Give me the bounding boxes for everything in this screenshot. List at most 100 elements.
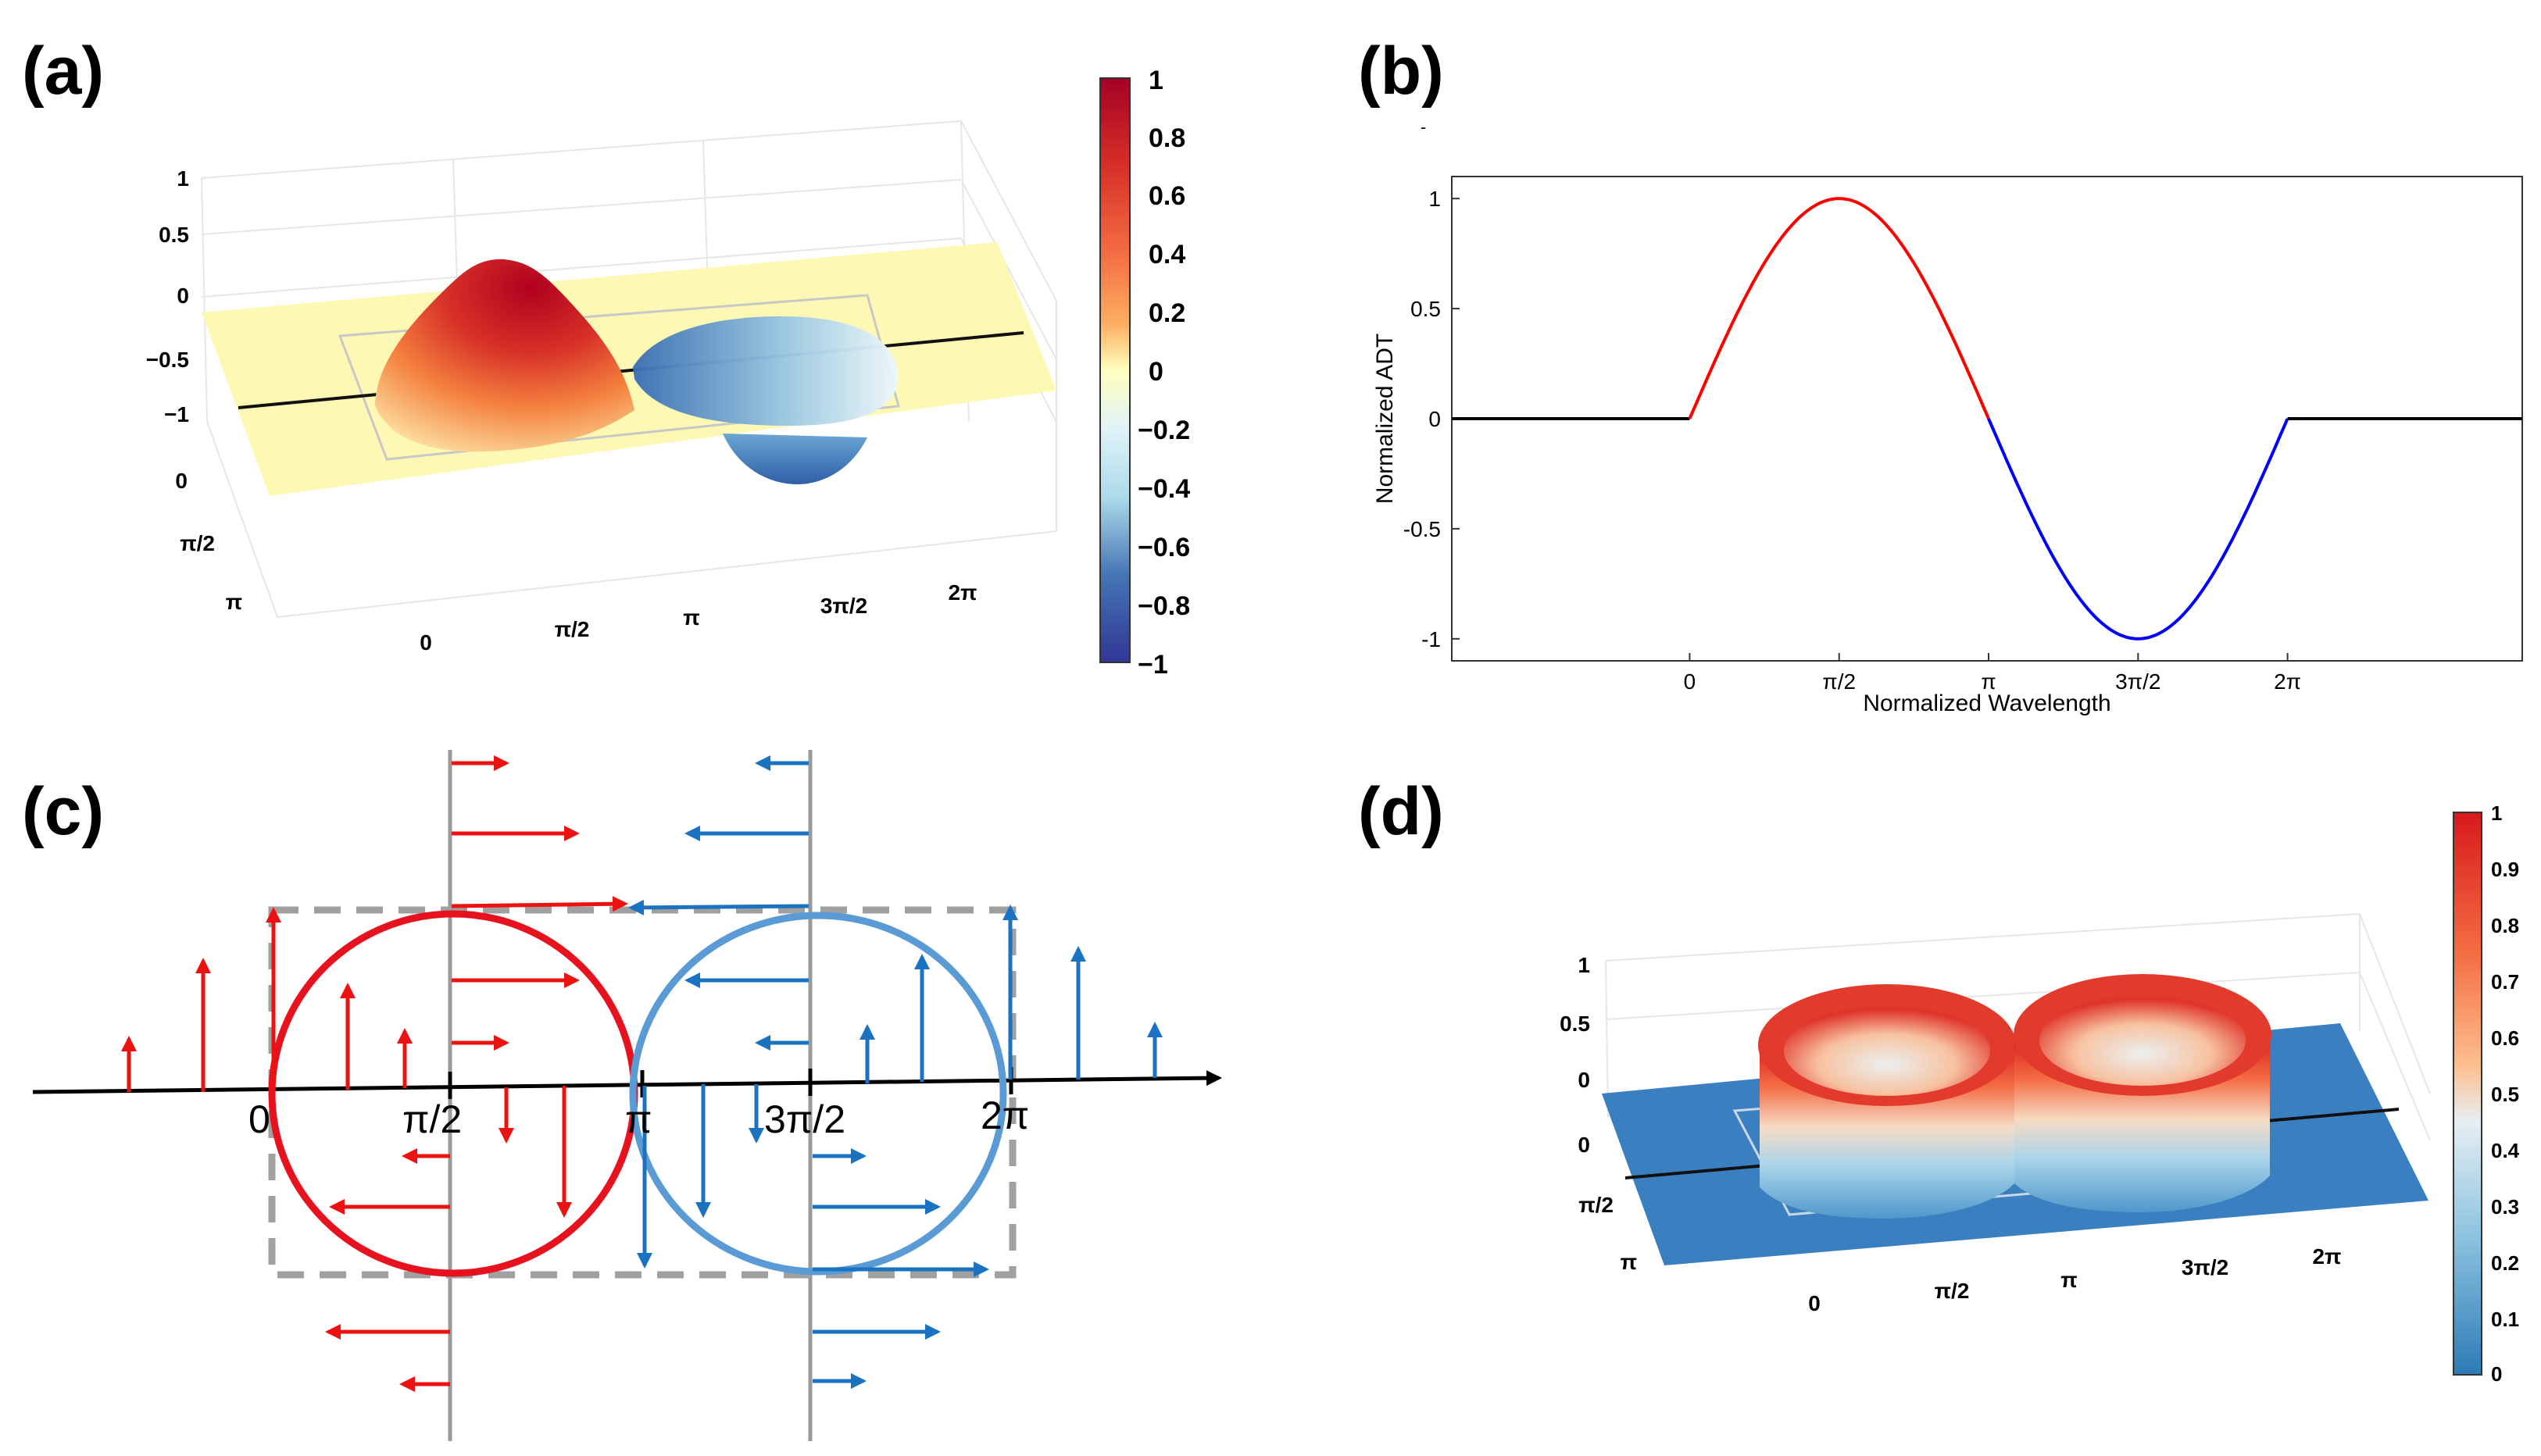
panel-b-ylabel: Normalized ADT bbox=[1372, 334, 1398, 504]
panel-b-stray-mark: - bbox=[1421, 117, 1426, 137]
panel-b-xtick-label: π bbox=[1981, 669, 1996, 694]
colorbar-a-tick: 0.6 bbox=[1149, 181, 1185, 211]
panel-d-grid bbox=[1605, 912, 2431, 1141]
colorbar-a-tick: 0.2 bbox=[1149, 298, 1185, 328]
panel-a-inner-square bbox=[338, 294, 900, 461]
panel-d-x-tick: π bbox=[2060, 1268, 2077, 1292]
panel-c-axis bbox=[32, 1070, 1222, 1094]
panel-b-xtick-label: 3π/2 bbox=[2115, 669, 2160, 694]
panel-b-series-negative bbox=[1987, 418, 2289, 641]
panel-c-red-arrow bbox=[451, 896, 628, 912]
colorbar-d-tick: 0.5 bbox=[2491, 1083, 2519, 1106]
panel-d-z-tick: 1 bbox=[1578, 953, 1590, 977]
panel-c-blue-circle bbox=[629, 912, 1007, 1276]
panel-b-lines bbox=[1452, 197, 2522, 641]
panel-a-y-tick: π/2 bbox=[180, 531, 215, 555]
panel-c-tick-label: 3π/2 bbox=[764, 1097, 845, 1141]
panel-d-y-tick: π/2 bbox=[1578, 1193, 1614, 1217]
panel-c-tick-label: 2π bbox=[981, 1094, 1029, 1137]
panel-a-z-ticks: 1 0.5 0 −0.5 −1 bbox=[146, 166, 189, 426]
panel-b-ytick-label: -0.5 bbox=[1403, 517, 1441, 541]
panel-d-y-ticks: 0 π/2 π bbox=[1578, 1133, 1637, 1274]
colorbar-a-tick: −0.8 bbox=[1138, 591, 1190, 621]
colorbar-d-tick: 0 bbox=[2491, 1362, 2502, 1386]
panel-b-xlabel: Normalized Wavelength bbox=[1863, 691, 2110, 716]
panel-d-colorbar-ticks: 1 0.9 0.8 0.7 0.6 0.5 0.4 0.3 0.2 0.1 0 bbox=[2491, 801, 2520, 1386]
panel-d-y-tick: 0 bbox=[1578, 1133, 1590, 1157]
colorbar-a-tick: 0.8 bbox=[1149, 123, 1185, 153]
panel-d-x-tick: 0 bbox=[1808, 1291, 1821, 1315]
panel-b-xtick-label: π/2 bbox=[1822, 669, 1856, 694]
panel-d-z-tick: 0 bbox=[1578, 1068, 1590, 1092]
panel-a-x-tick: 3π/2 bbox=[820, 594, 867, 618]
panel-d-colorbar bbox=[2453, 812, 2482, 1376]
panel-d-label: (d) bbox=[1358, 774, 1444, 849]
colorbar-a-tick: −1 bbox=[1138, 650, 1168, 680]
panel-a-center-line bbox=[238, 331, 1024, 409]
panel-b-series-positive bbox=[1688, 197, 1990, 419]
panel-c: (c) 0 π/2 π 3π/2 2π bbox=[22, 750, 1222, 1441]
colorbar-a-tick: −0.6 bbox=[1138, 533, 1190, 562]
panel-a-y-ticks: 0 π/2 π bbox=[175, 469, 242, 614]
panel-b-xtick-label: 2π bbox=[2274, 669, 2301, 694]
colorbar-d-tick: 0.1 bbox=[2491, 1308, 2519, 1331]
colorbar-a-tick: −0.2 bbox=[1138, 416, 1190, 445]
panel-a-x-ticks: 0 π/2 π 3π/2 2π bbox=[420, 580, 977, 655]
panel-d-x-tick: π/2 bbox=[1935, 1279, 1970, 1303]
panel-a-dip-underside bbox=[723, 434, 867, 484]
panel-a-z-tick: −0.5 bbox=[146, 348, 189, 372]
panel-a-x-tick: π/2 bbox=[555, 617, 590, 641]
colorbar-d-tick: 0.6 bbox=[2491, 1026, 2519, 1050]
panel-d-z-tick: 0.5 bbox=[1560, 1012, 1590, 1036]
panel-a-dip bbox=[633, 316, 899, 426]
panel-a-x-tick: π bbox=[683, 605, 699, 630]
panel-d-y-tick: π bbox=[1621, 1250, 1637, 1274]
panel-b-ytick-label: 0 bbox=[1428, 407, 1441, 431]
panel-c-tick-label: π/2 bbox=[402, 1097, 462, 1141]
panel-d-cylinder-left-hole bbox=[1784, 1005, 1990, 1096]
panel-b-ytick-label: -1 bbox=[1421, 627, 1441, 651]
panel-b-ticks: 0 π/2 π 3π/2 2π 1 0.5 0 -0.5 -1 bbox=[1403, 187, 2301, 694]
colorbar-d-tick: 0.3 bbox=[2491, 1195, 2519, 1219]
panel-a-x-tick: 2π bbox=[948, 580, 977, 605]
colorbar-a-tick: 0 bbox=[1149, 357, 1163, 387]
colorbar-d-tick: 0.2 bbox=[2491, 1251, 2519, 1275]
panel-c-tick-labels: 0 π/2 π 3π/2 2π bbox=[248, 1094, 1029, 1141]
panel-d-x-tick: 2π bbox=[2312, 1244, 2341, 1269]
panel-b-label: (b) bbox=[1358, 34, 1444, 109]
colorbar-a-tick: 1 bbox=[1149, 66, 1163, 95]
panel-c-blue-arrow bbox=[628, 899, 809, 915]
panel-a-z-tick: 0 bbox=[177, 284, 189, 308]
panel-d-x-tick: 3π/2 bbox=[2182, 1255, 2228, 1279]
panel-c-blue-arrows bbox=[628, 755, 1163, 1389]
panel-d-z-ticks: 1 0.5 0 bbox=[1560, 953, 1590, 1092]
colorbar-a-tick: 0.4 bbox=[1149, 240, 1185, 269]
panel-d-cylinder-right-hole bbox=[2039, 995, 2246, 1086]
panel-a-bump bbox=[375, 259, 634, 452]
panel-a-x-tick: 0 bbox=[420, 630, 432, 655]
colorbar-d-tick: 1 bbox=[2491, 801, 2502, 825]
panel-a-colorbar-ticks: 1 0.8 0.6 0.4 0.2 0 −0.2 −0.4 −0.6 −0.8 … bbox=[1138, 66, 1190, 680]
panel-a-y-tick: 0 bbox=[175, 469, 188, 493]
panel-a: (a) 1 0.5 0 −0.5 − bbox=[22, 34, 1190, 680]
colorbar-a-tick: −0.4 bbox=[1138, 474, 1190, 504]
panel-a-label: (a) bbox=[22, 34, 104, 109]
panel-b-xtick-label: 0 bbox=[1684, 669, 1696, 694]
colorbar-d-tick: 0.4 bbox=[2491, 1139, 2520, 1162]
panel-c-label: (c) bbox=[22, 774, 104, 849]
panel-c-tick-label: 0 bbox=[248, 1097, 270, 1141]
colorbar-d-tick: 0.8 bbox=[2491, 914, 2519, 937]
panel-c-red-circle bbox=[268, 910, 638, 1277]
panel-d: (d) 1 0.5 0 0 π/2 π bbox=[1358, 774, 2520, 1386]
colorbar-d-tick: 0.7 bbox=[2491, 970, 2519, 994]
panel-b-ytick-label: 0.5 bbox=[1410, 297, 1441, 321]
panel-b: (b) - 0 π/2 π 3π/2 2π 1 0.5 0 -0.5 -1 Normalized … bbox=[1358, 34, 2523, 716]
panel-a-z-tick: 1 bbox=[177, 166, 189, 191]
colorbar-d-tick: 0.9 bbox=[2491, 858, 2519, 881]
panel-c-axis-ticks bbox=[270, 1067, 1013, 1101]
panel-a-z-tick: −1 bbox=[164, 402, 189, 426]
panel-a-y-tick: π bbox=[226, 590, 242, 614]
panel-c-red-arrows bbox=[121, 755, 628, 1392]
panel-a-colorbar bbox=[1099, 77, 1131, 663]
